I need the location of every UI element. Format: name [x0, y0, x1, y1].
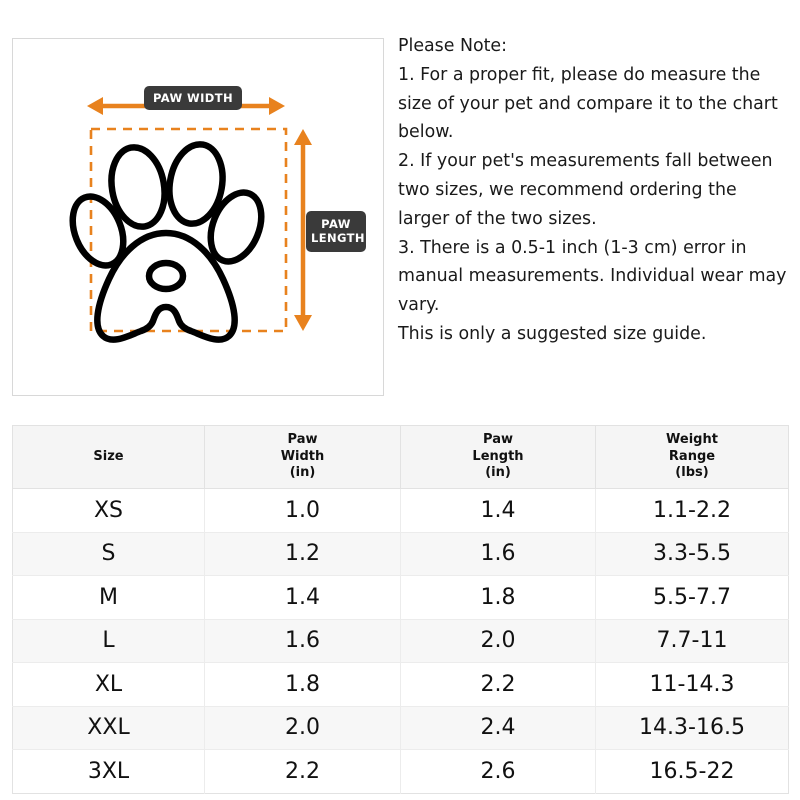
cell-paw-length: 2.6 [400, 749, 596, 793]
table-row: L 1.6 2.0 7.7-11 [12, 619, 789, 663]
cell-paw-width: 1.2 [204, 532, 401, 576]
note-item-3: 3. There is a 0.5-1 inch (1-3 cm) error … [398, 237, 793, 316]
note-item-2: 2. If your pet's measurements fall betwe… [398, 151, 779, 229]
cell-weight-range: 7.7-11 [595, 619, 789, 663]
cell-size: XXL [12, 706, 205, 750]
cell-paw-width: 1.6 [204, 619, 401, 663]
column-header-size: Size [12, 425, 205, 489]
table-row: XL 1.8 2.2 11-14.3 [12, 662, 789, 707]
cell-weight-range: 14.3-16.5 [595, 706, 789, 750]
cell-size: S [12, 532, 205, 576]
size-chart-table: Size Paw Width (in) Paw Length (in) Weig… [12, 425, 789, 794]
paw-diagram-illustration [69, 97, 312, 343]
cell-size: XL [12, 662, 205, 707]
cell-paw-length: 1.4 [400, 488, 596, 533]
cell-weight-range: 3.3-5.5 [595, 532, 789, 576]
cell-weight-range: 16.5-22 [595, 749, 789, 793]
paw-length-arrow-icon [294, 129, 312, 331]
cell-paw-width: 1.4 [204, 575, 401, 620]
table-header-row: Size Paw Width (in) Paw Length (in) Weig… [12, 425, 789, 489]
cell-weight-range: 1.1-2.2 [595, 488, 789, 533]
column-header-weight-range: Weight Range (lbs) [595, 425, 789, 489]
cell-paw-width: 2.2 [204, 749, 401, 793]
cell-size: 3XL [12, 749, 205, 793]
paw-print-icon [69, 141, 265, 343]
cell-paw-length: 1.6 [400, 532, 596, 576]
cell-weight-range: 5.5-7.7 [595, 575, 789, 620]
paw-width-label-badge: PAW WIDTH [144, 86, 243, 111]
cell-paw-length: 2.2 [400, 662, 596, 707]
top-section: PAW WIDTH PAW LENGTH Please Note: 1. For… [12, 32, 792, 396]
cell-paw-width: 2.0 [204, 706, 401, 750]
cell-size: M [12, 575, 205, 620]
column-header-paw-length: Paw Length (in) [400, 425, 596, 489]
paw-length-label-badge: PAW LENGTH [306, 211, 366, 252]
cell-paw-width: 1.8 [204, 662, 401, 707]
table-row: M 1.4 1.8 5.5-7.7 [12, 575, 789, 620]
table-row: XS 1.0 1.4 1.1-2.2 [12, 488, 789, 533]
cell-size: L [12, 619, 205, 663]
table-row: S 1.2 1.6 3.3-5.5 [12, 532, 789, 576]
please-note-block: Please Note: 1. For a proper fit, please… [398, 32, 792, 349]
cell-paw-width: 1.0 [204, 488, 401, 533]
paw-diagram-panel: PAW WIDTH PAW LENGTH [12, 38, 384, 396]
cell-paw-length: 2.0 [400, 619, 596, 663]
note-footer: This is only a suggested size guide. [398, 323, 707, 344]
table-row: XXL 2.0 2.4 14.3-16.5 [12, 706, 789, 750]
cell-weight-range: 11-14.3 [595, 662, 789, 707]
note-heading: Please Note: [398, 36, 507, 56]
column-header-paw-width: Paw Width (in) [204, 425, 401, 489]
table-row: 3XL 2.2 2.6 16.5-22 [12, 749, 789, 793]
cell-paw-length: 2.4 [400, 706, 596, 750]
cell-paw-length: 1.8 [400, 575, 596, 620]
note-item-1: 1. For a proper fit, please do measure t… [398, 64, 784, 143]
paw-bounding-box [89, 127, 288, 333]
cell-size: XS [12, 488, 205, 533]
